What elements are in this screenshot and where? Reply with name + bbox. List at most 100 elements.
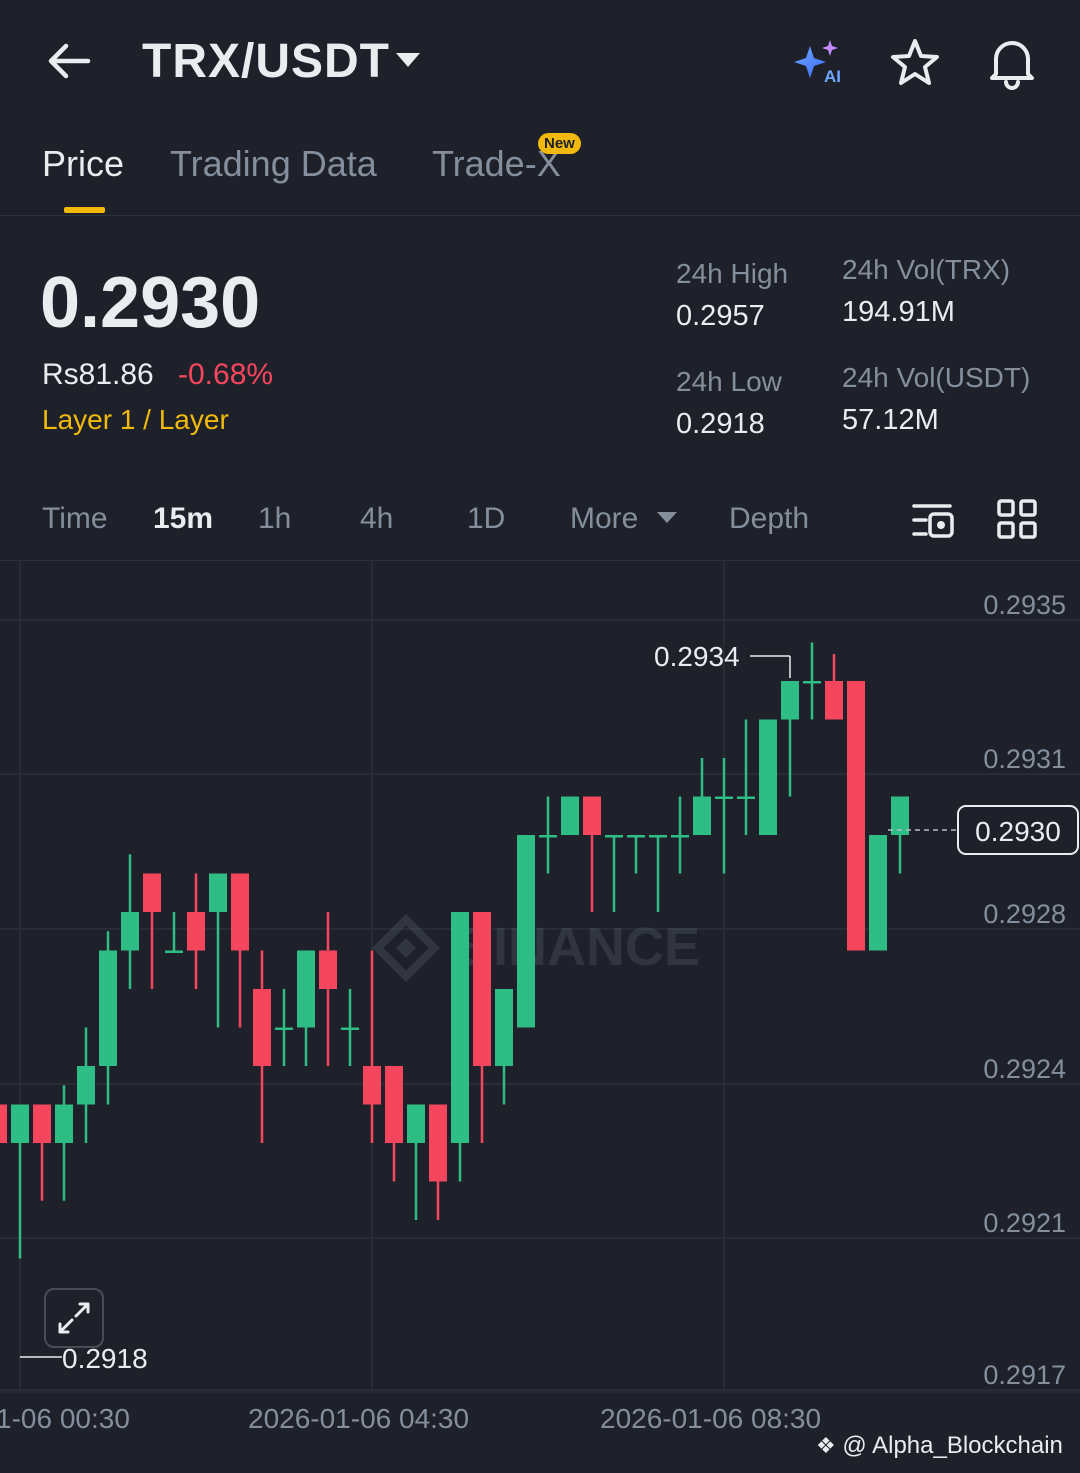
x-axis-labels: 1-06 00:30 2026-01-06 04:30 2026-01-06 08:… [0,1403,821,1434]
low-24h-label: 24h Low [676,366,782,397]
candle-body [473,912,491,1066]
fullscreen-button[interactable] [44,1288,104,1348]
candle [561,796,579,835]
candle-body [363,1066,381,1105]
indicator-settings-icon[interactable] [910,498,956,542]
candle [451,912,469,1182]
chevron-down-icon[interactable] [396,53,420,67]
last-price: 0.2930 [40,263,261,343]
candle-body [33,1104,51,1143]
chevron-down-icon[interactable] [657,512,677,523]
candle [319,912,337,1066]
candle [583,796,601,912]
candle [363,950,381,1143]
candle-body [99,950,117,1066]
ai-sparkle-icon[interactable]: AI [790,36,848,86]
pair-title[interactable]: TRX/USDT [142,35,390,88]
candlestick-chart[interactable]: BINANCE 0.29350.29310.29280.29240.29210.… [0,560,1080,1473]
candle [803,642,821,720]
candle-body [781,681,799,720]
interval-more[interactable]: More [570,502,639,535]
chart-grid [0,560,1080,1392]
interval-15m[interactable]: 15m [153,502,214,535]
candle-body [187,912,205,951]
candle [77,1027,95,1143]
candle-body [297,950,315,1028]
vol-base-value: 194.91M [842,296,955,328]
candle [297,950,315,1066]
credit-text: @ Alpha_Blockchain [842,1432,1063,1459]
candle-body [451,912,469,1143]
candle [649,835,667,912]
candle-body [253,989,271,1066]
candle [0,1104,7,1143]
candle-body [0,1104,7,1143]
price-change-percent: -0.68% [178,358,274,391]
high-24h-label: 24h High [676,258,789,289]
candle-body [649,835,667,838]
candle [187,873,205,989]
vol-quote-label: 24h Vol(USDT) [842,362,1031,393]
candle [253,950,271,1143]
candle [847,681,865,951]
candle-body [803,681,821,684]
y-axis-tick-label: 0.2921 [983,1208,1066,1238]
current-price-label: 0.2930 [975,816,1061,847]
candle-body [407,1104,425,1143]
candle-body [275,1027,293,1030]
candle-body [517,835,535,1028]
tab-price[interactable]: Price [42,143,125,184]
candle-body [165,950,183,953]
candle [165,912,183,953]
candle-body [891,796,909,835]
expand-icon [58,1302,90,1334]
bell-icon[interactable] [984,34,1040,90]
candles [0,642,909,1259]
candle [143,873,161,989]
candle-body [671,835,689,838]
candle [11,1104,29,1259]
interval-4h[interactable]: 4h [360,502,394,535]
candle [737,719,755,835]
candle-body [209,873,227,912]
y-axis-tick-label: 0.2931 [983,744,1066,774]
candle-body [869,835,887,951]
interval-1h[interactable]: 1h [258,502,292,535]
candle-body [605,835,623,838]
category-tag[interactable]: Layer 1 / Layer [42,404,229,435]
divider [0,560,1080,561]
candle [209,873,227,1028]
candle-body [693,796,711,835]
interval-time[interactable]: Time [42,502,108,535]
back-arrow-icon[interactable] [44,36,94,86]
vol-quote-value: 57.12M [842,404,939,436]
fiat-price: Rs81.86 [42,358,154,391]
new-badge: New [538,133,581,154]
candle-body [847,681,865,951]
high-24h-value: 0.2957 [676,300,765,332]
candle-body [627,835,645,838]
star-icon[interactable] [888,36,942,90]
tab-trading-data[interactable]: Trading Data [170,143,377,184]
candle [275,989,293,1066]
candle [759,719,777,835]
current-price-tag [957,805,1079,855]
low-24h-value: 0.2918 [676,408,765,440]
candle-body [429,1104,447,1182]
candle [517,835,535,1028]
candle-body [77,1066,95,1105]
candle-body [715,796,733,799]
candle [99,931,117,1105]
candle-body [561,796,579,835]
candle [869,835,887,951]
candle [33,1104,51,1201]
candle [385,1066,403,1182]
candle [429,1104,447,1220]
interval-depth[interactable]: Depth [729,502,810,535]
svg-text:AI: AI [824,67,841,86]
y-axis-tick-label: 0.2928 [983,899,1066,929]
candle [341,989,359,1066]
layout-grid-icon[interactable] [996,498,1038,540]
interval-1d[interactable]: 1D [467,502,506,535]
candle-body [341,1027,359,1030]
